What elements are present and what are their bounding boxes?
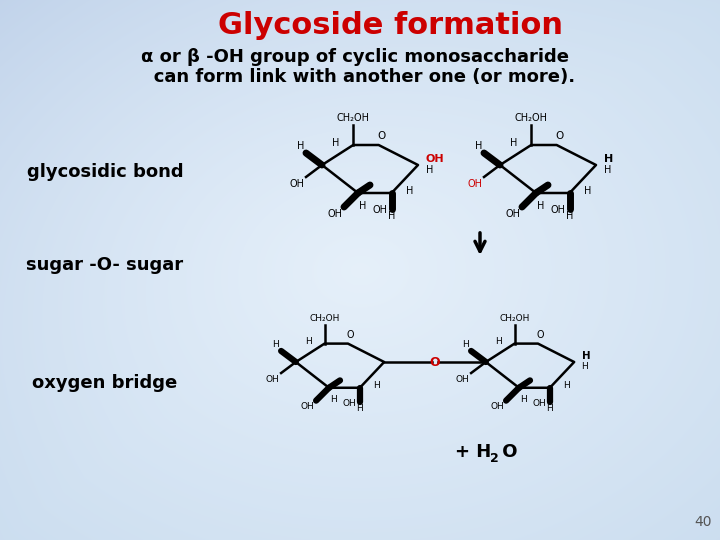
Text: OH: OH <box>372 205 387 215</box>
Text: O: O <box>347 330 354 340</box>
Text: O: O <box>377 131 386 141</box>
Text: H: H <box>405 186 413 196</box>
Text: OH: OH <box>550 205 565 215</box>
Text: OH: OH <box>467 179 482 189</box>
Text: H: H <box>520 395 527 404</box>
Text: 2: 2 <box>490 451 499 464</box>
Text: H: H <box>273 340 279 349</box>
Text: glycosidic bond: glycosidic bond <box>27 163 184 181</box>
Text: sugar -O- sugar: sugar -O- sugar <box>27 256 184 274</box>
Text: OH: OH <box>266 375 279 384</box>
Text: O: O <box>430 355 441 368</box>
Text: O: O <box>537 330 544 340</box>
Text: α or β -OH group of cyclic monosaccharide: α or β -OH group of cyclic monosaccharid… <box>141 48 569 66</box>
Text: OH: OH <box>532 399 546 408</box>
Text: H: H <box>305 338 312 346</box>
Text: OH: OH <box>505 209 520 219</box>
Text: H: H <box>474 141 482 151</box>
Text: OH: OH <box>289 179 304 189</box>
Text: CH₂OH: CH₂OH <box>515 113 548 123</box>
Text: CH₂OH: CH₂OH <box>310 314 340 323</box>
Text: Glycoside formation: Glycoside formation <box>217 10 562 39</box>
Text: H: H <box>332 138 339 148</box>
Text: H: H <box>356 404 364 413</box>
Text: H: H <box>582 352 590 361</box>
Text: H: H <box>604 154 613 164</box>
Text: H: H <box>537 201 545 211</box>
Text: H: H <box>584 186 591 196</box>
Text: H: H <box>373 381 379 390</box>
Text: H: H <box>510 138 517 148</box>
Text: OH: OH <box>426 154 445 164</box>
Text: OH: OH <box>300 402 314 411</box>
Text: H: H <box>359 201 366 211</box>
Text: H: H <box>495 338 502 346</box>
Text: H: H <box>388 211 395 221</box>
Text: H: H <box>604 165 611 175</box>
Text: CH₂OH: CH₂OH <box>337 113 369 123</box>
Text: OH: OH <box>490 402 504 411</box>
Text: CH₂OH: CH₂OH <box>500 314 530 323</box>
Text: H: H <box>426 165 433 175</box>
Text: OH: OH <box>456 375 469 384</box>
Text: 40: 40 <box>694 515 712 529</box>
Text: oxygen bridge: oxygen bridge <box>32 374 178 392</box>
Text: H: H <box>546 404 553 413</box>
Text: + H: + H <box>455 443 491 461</box>
Text: O: O <box>556 131 564 141</box>
Text: H: H <box>582 362 588 371</box>
Text: H: H <box>563 381 570 390</box>
Text: O: O <box>496 443 518 461</box>
Text: H: H <box>297 141 304 151</box>
Text: H: H <box>566 211 573 221</box>
Text: OH: OH <box>327 209 342 219</box>
Text: H: H <box>462 340 469 349</box>
Text: H: H <box>330 395 337 404</box>
Text: can form link with another one (or more).: can form link with another one (or more)… <box>135 68 575 86</box>
Text: OH: OH <box>342 399 356 408</box>
